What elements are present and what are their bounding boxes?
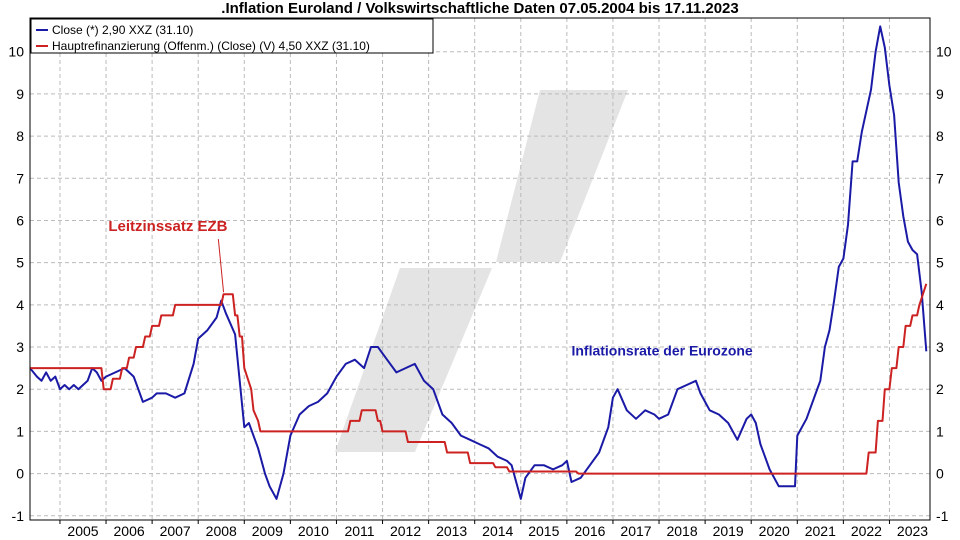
y-tick-label-left: 6	[16, 212, 24, 228]
y-tick-label-left: 8	[16, 128, 24, 144]
y-tick-label-right: 7	[936, 170, 944, 186]
x-tick-label: 2010	[298, 523, 329, 539]
x-tick-label: 2011	[344, 523, 374, 539]
annotation-pointer	[217, 238, 225, 293]
y-tick-label-left: 10	[8, 44, 24, 60]
x-tick-label: 2005	[67, 523, 98, 539]
y-tick-label-left: 9	[16, 86, 24, 102]
plot-frame	[29, 17, 931, 521]
legend-entry-label: Hauptrefinanzierung (Offenm.) (Close) (V…	[52, 39, 370, 53]
legend: Close (*) 2,90 XXZ (31.10) Hauptrefinanzi…	[30, 18, 434, 54]
legend-box	[30, 18, 434, 54]
x-tick-label: 2022	[851, 523, 882, 539]
x-tick-label: 2007	[160, 523, 191, 539]
x-tick-label: 2021	[805, 523, 836, 539]
axes: -1 -1 0 0 1 1 2 2 3 3 4 4 5 5 6 6 7 7 8 8 9 9 10 10 2005 2006 2007…	[8, 44, 951, 539]
x-tick-label: 2016	[574, 523, 605, 539]
y-tick-label-right: 4	[936, 297, 944, 313]
x-tick-label: 2018	[666, 523, 697, 539]
x-tick-label: 2020	[759, 523, 790, 539]
y-tick-label-right: 8	[936, 128, 944, 144]
annotation-leitzinssatz: Leitzinssatz EZB	[108, 218, 227, 235]
y-tick-label-right: 9	[936, 86, 944, 102]
annotations: Leitzinssatz EZB Inflationsrate der Euroz…	[108, 218, 753, 358]
x-tick-label: 2014	[482, 523, 513, 539]
y-tick-label-right: 5	[936, 255, 944, 271]
x-tick-label: 2015	[528, 523, 559, 539]
x-tick-label: 2009	[252, 523, 283, 539]
chart-title: .Inflation Euroland / Volkswirtschaftlic…	[221, 0, 739, 17]
x-tick-label: 2019	[713, 523, 744, 539]
y-tick-label-right: 10	[936, 44, 952, 60]
x-tick-label: 2008	[206, 523, 237, 539]
x-tick-label: 2017	[620, 523, 651, 539]
y-tick-label-left: 0	[16, 466, 24, 482]
x-tick-label: 2012	[390, 523, 421, 539]
x-tick-label: 2013	[436, 523, 467, 539]
legend-entry-label: Close (*) 2,90 XXZ (31.10)	[52, 23, 193, 37]
y-tick-label-left: 3	[16, 339, 24, 355]
y-tick-label-right: 0	[936, 466, 944, 482]
y-tick-label-left: 1	[16, 423, 24, 439]
series-line-2	[30, 283, 928, 475]
y-tick-label-left: 2	[16, 381, 24, 397]
y-tick-label-right: 6	[936, 212, 944, 228]
series-line-1	[30, 25, 928, 500]
y-tick-label-left: 5	[16, 255, 24, 271]
y-tick-label-right: -1	[936, 508, 949, 524]
x-tick-label: 2023	[897, 523, 928, 539]
x-tick-label: 2006	[114, 523, 145, 539]
y-tick-label-right: 3	[936, 339, 944, 355]
y-tick-label-left: 7	[16, 170, 24, 186]
y-tick-label-right: 2	[936, 381, 944, 397]
y-tick-label-left: 4	[16, 297, 24, 313]
watermark-logo	[335, 90, 628, 452]
y-tick-label-left: -1	[12, 508, 25, 524]
annotation-inflationsrate: Inflationsrate der Eurozone	[571, 342, 752, 358]
series-layer	[30, 25, 928, 500]
y-tick-label-right: 1	[936, 423, 944, 439]
